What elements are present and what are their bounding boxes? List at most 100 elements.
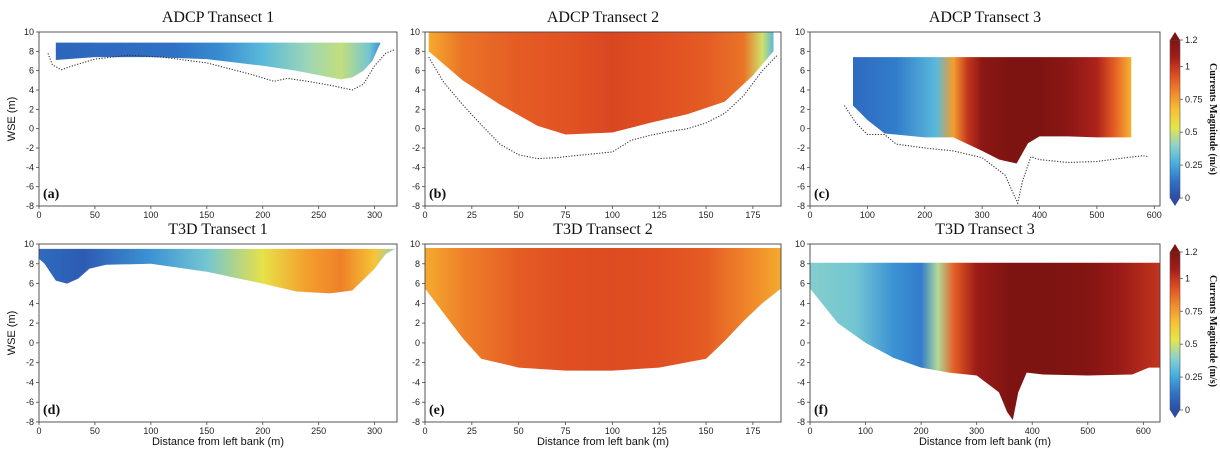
panel-label-a: (a) bbox=[43, 187, 60, 202]
y-tick-label-e: 6 bbox=[415, 279, 420, 289]
x-tick-label-e: 50 bbox=[514, 426, 524, 436]
panel-title-b: ADCP Transect 2 bbox=[547, 9, 659, 26]
y-tick-label-a: -4 bbox=[26, 162, 34, 172]
colorbar-min-arrow-top bbox=[1170, 198, 1180, 206]
colorbar-tick-label-bottom: 1.2 bbox=[1185, 247, 1198, 257]
y-tick-label-c: 4 bbox=[800, 85, 805, 95]
y-tick-label-e: 2 bbox=[415, 318, 420, 328]
colorbar-min-arrow-bottom bbox=[1170, 410, 1180, 418]
y-tick-label-c: -6 bbox=[797, 182, 805, 192]
x-tick-label-e: 0 bbox=[422, 426, 427, 436]
y-tick-label-d: -2 bbox=[26, 358, 34, 368]
bed-profile-b bbox=[428, 54, 778, 160]
colorbar-bar-bottom bbox=[1169, 251, 1181, 411]
x-tick-label-c: 500 bbox=[1089, 210, 1104, 220]
y-tick-label-c: 8 bbox=[800, 46, 805, 56]
y-axis-label-a: WSE (m) bbox=[6, 97, 18, 142]
x-tick-label-a: 300 bbox=[367, 210, 382, 220]
y-tick-label-b: 6 bbox=[415, 66, 420, 76]
y-tick-label-b: 4 bbox=[415, 85, 420, 95]
x-tick-label-a: 50 bbox=[90, 210, 100, 220]
y-tick-label-f: 0 bbox=[800, 338, 805, 348]
x-tick-label-b: 75 bbox=[561, 210, 571, 220]
x-tick-label-a: 150 bbox=[199, 210, 214, 220]
x-tick-label-b: 50 bbox=[514, 210, 524, 220]
velocity-field-c bbox=[853, 57, 1132, 164]
y-tick-label-d: 0 bbox=[29, 338, 34, 348]
x-tick-label-c: 200 bbox=[917, 210, 932, 220]
y-tick-label-e: -4 bbox=[412, 377, 420, 387]
y-tick-label-f: 10 bbox=[795, 239, 805, 249]
y-tick-label-a: -8 bbox=[26, 201, 34, 211]
y-tick-label-b: 8 bbox=[415, 46, 420, 56]
x-tick-label-f: 500 bbox=[1080, 426, 1095, 436]
colorbar-tick-label-top: 1.2 bbox=[1185, 35, 1198, 45]
panel-e: T3D Transect 20 25 50 75 100 125 150 175-8-6-4-… bbox=[410, 221, 782, 448]
y-tick-label-b: -8 bbox=[412, 201, 420, 211]
y-tick-label-b: -2 bbox=[412, 143, 420, 153]
y-axis-label-d: WSE (m) bbox=[6, 311, 18, 356]
panel-b: ADCP Transect 20 25 50 75 100 125 150 175-8-6-4… bbox=[410, 9, 782, 220]
colorbar-bottom: 0 0.25 0.5 0.75 1 1.2 Currents Magnitude (m/s) bbox=[1169, 244, 1218, 418]
y-tick-label-e: -8 bbox=[412, 417, 420, 427]
x-tick-label-c: 300 bbox=[975, 210, 990, 220]
x-tick-label-d: 200 bbox=[255, 426, 270, 436]
colorbar-top: 0 0.25 0.5 0.75 1 1.2 Currents Magnitude (m/s) bbox=[1169, 32, 1218, 206]
panel-label-d: (d) bbox=[43, 403, 60, 418]
colorbar-max-arrow-top bbox=[1170, 32, 1180, 40]
x-tick-label-a: 0 bbox=[36, 210, 41, 220]
y-tick-label-b: -4 bbox=[412, 162, 420, 172]
bed-profile-c bbox=[843, 105, 1149, 205]
panel-a: ADCP Transect 10 50 100 150 200 250 300-8-6-4-… bbox=[6, 9, 398, 220]
velocity-field-f bbox=[810, 262, 1160, 420]
x-tick-label-b: 0 bbox=[422, 210, 427, 220]
panel-f: T3D Transect 30 100 200 300 400 500 600-8-6-4-… bbox=[795, 221, 1161, 448]
colorbar-tick-label-bottom: 0.25 bbox=[1185, 372, 1203, 382]
y-tick-label-c: -4 bbox=[797, 162, 805, 172]
y-tick-label-d: 10 bbox=[24, 239, 34, 249]
y-tick-label-a: 8 bbox=[29, 46, 34, 56]
y-tick-label-a: -6 bbox=[26, 182, 34, 192]
axes-frame-d bbox=[38, 243, 398, 423]
y-tick-label-e: 8 bbox=[415, 259, 420, 269]
x-tick-label-e: 150 bbox=[699, 426, 714, 436]
x-tick-label-c: 400 bbox=[1032, 210, 1047, 220]
x-tick-label-f: 100 bbox=[858, 426, 873, 436]
x-tick-label-e: 125 bbox=[652, 426, 667, 436]
colorbar-max-arrow-bottom bbox=[1170, 244, 1180, 252]
x-tick-label-f: 400 bbox=[1025, 426, 1040, 436]
y-tick-label-d: 8 bbox=[29, 259, 34, 269]
x-axis-label-e: Distance from left bank (m) bbox=[537, 436, 669, 448]
colorbar-bar-top bbox=[1169, 39, 1181, 199]
panel-label-e: (e) bbox=[429, 403, 445, 418]
y-tick-label-f: 2 bbox=[800, 318, 805, 328]
x-tick-label-d: 250 bbox=[311, 426, 326, 436]
panel-label-f: (f) bbox=[814, 403, 828, 418]
y-tick-label-d: 6 bbox=[29, 279, 34, 289]
y-tick-label-a: 4 bbox=[29, 85, 34, 95]
y-tick-label-b: -6 bbox=[412, 182, 420, 192]
panel-label-c: (c) bbox=[814, 187, 830, 202]
x-tick-label-a: 250 bbox=[311, 210, 326, 220]
x-axis-label-f: Distance from left bank (m) bbox=[919, 436, 1051, 448]
panel-d: T3D Transect 10 50 100 150 200 250 300-8-6-4-2… bbox=[6, 221, 398, 448]
y-tick-label-f: 4 bbox=[800, 298, 805, 308]
velocity-field-d bbox=[39, 248, 397, 294]
x-tick-label-b: 25 bbox=[467, 210, 477, 220]
y-tick-label-c: 2 bbox=[800, 104, 805, 114]
x-tick-label-f: 300 bbox=[969, 426, 984, 436]
colorbar-tick-label-bottom: 1 bbox=[1185, 273, 1190, 283]
colorbar-label-top: Currents Magnitude (m/s) bbox=[1207, 63, 1218, 175]
panel-title-c: ADCP Transect 3 bbox=[929, 9, 1041, 26]
y-tick-label-a: 6 bbox=[29, 66, 34, 76]
axes-frame-b bbox=[424, 31, 782, 207]
y-tick-label-a: -2 bbox=[26, 143, 34, 153]
y-tick-label-c: -2 bbox=[797, 143, 805, 153]
axes-frame-e bbox=[424, 243, 782, 423]
y-tick-label-f: 8 bbox=[800, 259, 805, 269]
y-tick-label-a: 10 bbox=[24, 27, 34, 37]
axes-frame-f bbox=[809, 243, 1161, 423]
y-tick-label-f: -6 bbox=[797, 397, 805, 407]
y-tick-label-b: 2 bbox=[415, 104, 420, 114]
